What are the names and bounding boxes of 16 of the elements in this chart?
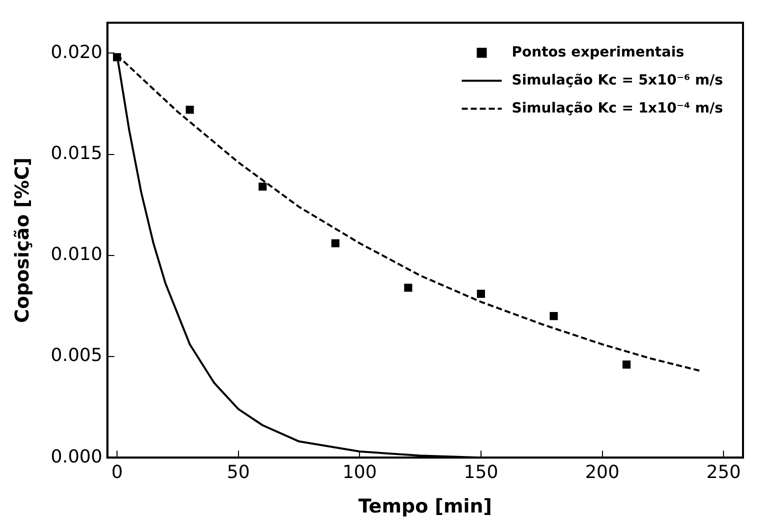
x-tick-label: 250 <box>706 462 741 484</box>
y-tick-label: 0.010 <box>50 244 102 266</box>
x-tick-label: 150 <box>464 462 498 484</box>
x-tick-label: 100 <box>342 462 377 484</box>
y-tick-label: 0.015 <box>50 142 102 164</box>
x-tick-label: 50 <box>226 462 250 484</box>
x-tick-label: 0 <box>111 462 123 484</box>
x-tick-label: 200 <box>585 462 620 484</box>
y-tick-label: 0.000 <box>50 446 102 468</box>
y-axis-title: Coposição [%C] <box>11 157 34 323</box>
legend-label: Simulação Kc = 5x10⁻⁶ m/s <box>512 72 724 88</box>
legend-label: Simulação Kc = 1x10⁻⁴ m/s <box>512 100 724 116</box>
y-tick-label: 0.005 <box>50 345 102 366</box>
y-tick-label: 0.020 <box>50 42 102 63</box>
x-axis-title: Tempo [min] <box>358 496 492 518</box>
legend-label: Pontos experimentais <box>512 44 684 60</box>
